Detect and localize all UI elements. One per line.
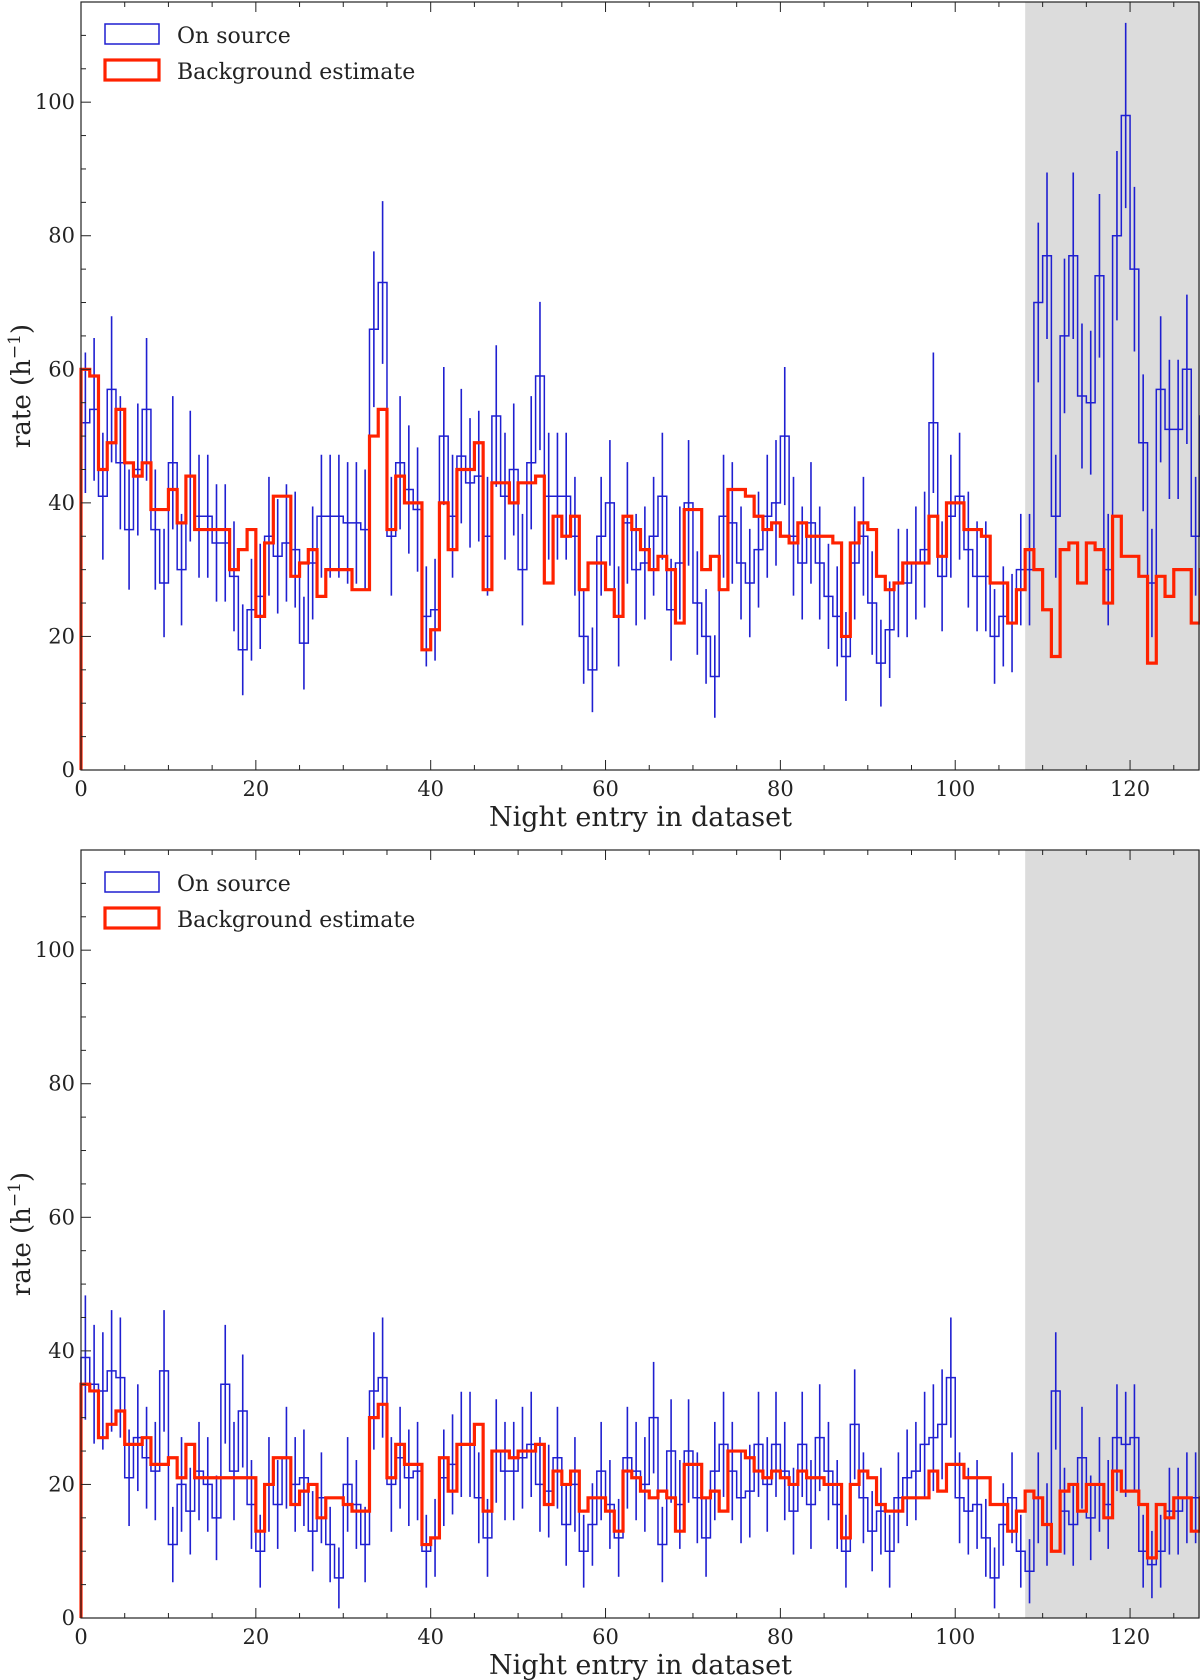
x-tick-label: 0 [74, 1625, 87, 1649]
y-tick-label: 40 [48, 491, 75, 515]
x-tick-label: 40 [417, 1625, 444, 1649]
x-tick-label: 60 [592, 777, 619, 801]
legend-swatch-on-source [104, 23, 160, 45]
y-tick-label: 80 [48, 1072, 75, 1096]
x-tick-label: 80 [767, 777, 794, 801]
background-histogram [79, 367, 1200, 770]
x-tick-label: 60 [592, 1625, 619, 1649]
y-tick-label: 20 [48, 624, 75, 648]
x-axis-label: Night entry in dataset [489, 802, 792, 833]
legend-swatch-background [103, 906, 161, 930]
x-tick-label: 120 [1110, 1625, 1150, 1649]
x-tick-label: 100 [935, 1625, 975, 1649]
y-axis-label: rate (h−1) [5, 324, 37, 448]
y-tick-label: 40 [48, 1339, 75, 1363]
y-tick-label: 80 [48, 224, 75, 248]
y-axis-label: rate (h−1) [5, 1172, 37, 1296]
x-tick-label: 40 [417, 777, 444, 801]
y-tick-label: 100 [35, 90, 75, 114]
legend-label-background: Background estimate [177, 908, 415, 933]
legend-label-on-source: On source [177, 24, 291, 49]
x-tick-label: 120 [1110, 777, 1150, 801]
legend-swatch-on-source [104, 871, 160, 893]
bottom-panel: 0 20 40 60 80 100 120 0 20 40 60 80 100 Night entry i… [5, 849, 1200, 1680]
y-tick-label: 60 [48, 357, 75, 381]
x-axis-label: Night entry in dataset [489, 1650, 792, 1680]
y-tick-label: 20 [48, 1472, 75, 1496]
on-source-histogram [80, 114, 1200, 770]
legend: On source Background estimate [103, 23, 415, 85]
legend-swatch-background [103, 58, 161, 82]
x-tick-label: 80 [767, 1625, 794, 1649]
legend-label-background: Background estimate [177, 60, 415, 85]
y-tick-label: 0 [62, 758, 75, 782]
y-tick-label: 100 [35, 938, 75, 962]
x-tick-label: 20 [242, 1625, 269, 1649]
axes-frame [80, 1, 1200, 771]
background-histogram [79, 1382, 1200, 1618]
y-tick-label: 60 [48, 1205, 75, 1229]
y-tick-label: 0 [62, 1606, 75, 1630]
x-tick-label: 100 [935, 777, 975, 801]
axes-frame [80, 849, 1200, 1619]
top-panel: 0 20 40 60 80 100 120 0 20 40 60 80 100 Night entry i… [5, 1, 1200, 833]
legend-label-on-source: On source [177, 872, 291, 897]
x-tick-label: 20 [242, 777, 269, 801]
legend: On source Background estimate [103, 871, 415, 933]
x-tick-label: 0 [74, 777, 87, 801]
